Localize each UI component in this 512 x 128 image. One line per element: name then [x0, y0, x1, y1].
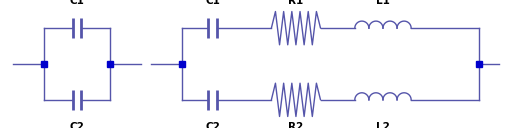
Text: L2: L2: [376, 122, 390, 128]
Text: C1: C1: [69, 0, 84, 6]
Text: C2: C2: [205, 122, 220, 128]
Text: R2: R2: [288, 122, 304, 128]
Text: C1: C1: [205, 0, 220, 6]
Text: R1: R1: [288, 0, 304, 6]
Text: L1: L1: [376, 0, 390, 6]
Text: C2: C2: [69, 122, 84, 128]
